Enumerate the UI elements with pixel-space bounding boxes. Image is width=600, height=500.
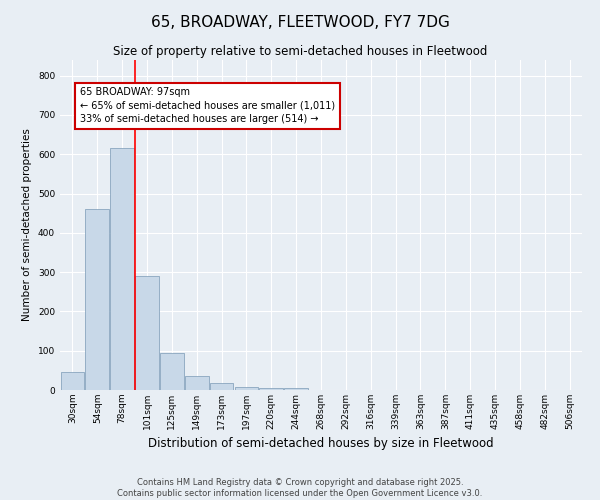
Bar (259, 388, 283, 390)
Bar (235, 387, 258, 390)
Bar (135, 276, 159, 390)
Bar (284, 388, 308, 390)
Text: Contains HM Land Registry data © Crown copyright and database right 2025.
Contai: Contains HM Land Registry data © Crown c… (118, 478, 482, 498)
Text: Size of property relative to semi-detached houses in Fleetwood: Size of property relative to semi-detach… (113, 45, 487, 58)
Bar (110, 148, 134, 390)
Bar (210, 383, 233, 390)
Y-axis label: Number of semi-detached properties: Number of semi-detached properties (22, 128, 32, 322)
Bar (160, 352, 184, 390)
Bar (185, 376, 209, 390)
Text: 65, BROADWAY, FLEETWOOD, FY7 7DG: 65, BROADWAY, FLEETWOOD, FY7 7DG (151, 15, 449, 30)
Bar (61, 372, 84, 390)
X-axis label: Distribution of semi-detached houses by size in Fleetwood: Distribution of semi-detached houses by … (148, 438, 494, 450)
Bar (85, 210, 109, 390)
Text: 65 BROADWAY: 97sqm
← 65% of semi-detached houses are smaller (1,011)
33% of semi: 65 BROADWAY: 97sqm ← 65% of semi-detache… (80, 88, 335, 124)
